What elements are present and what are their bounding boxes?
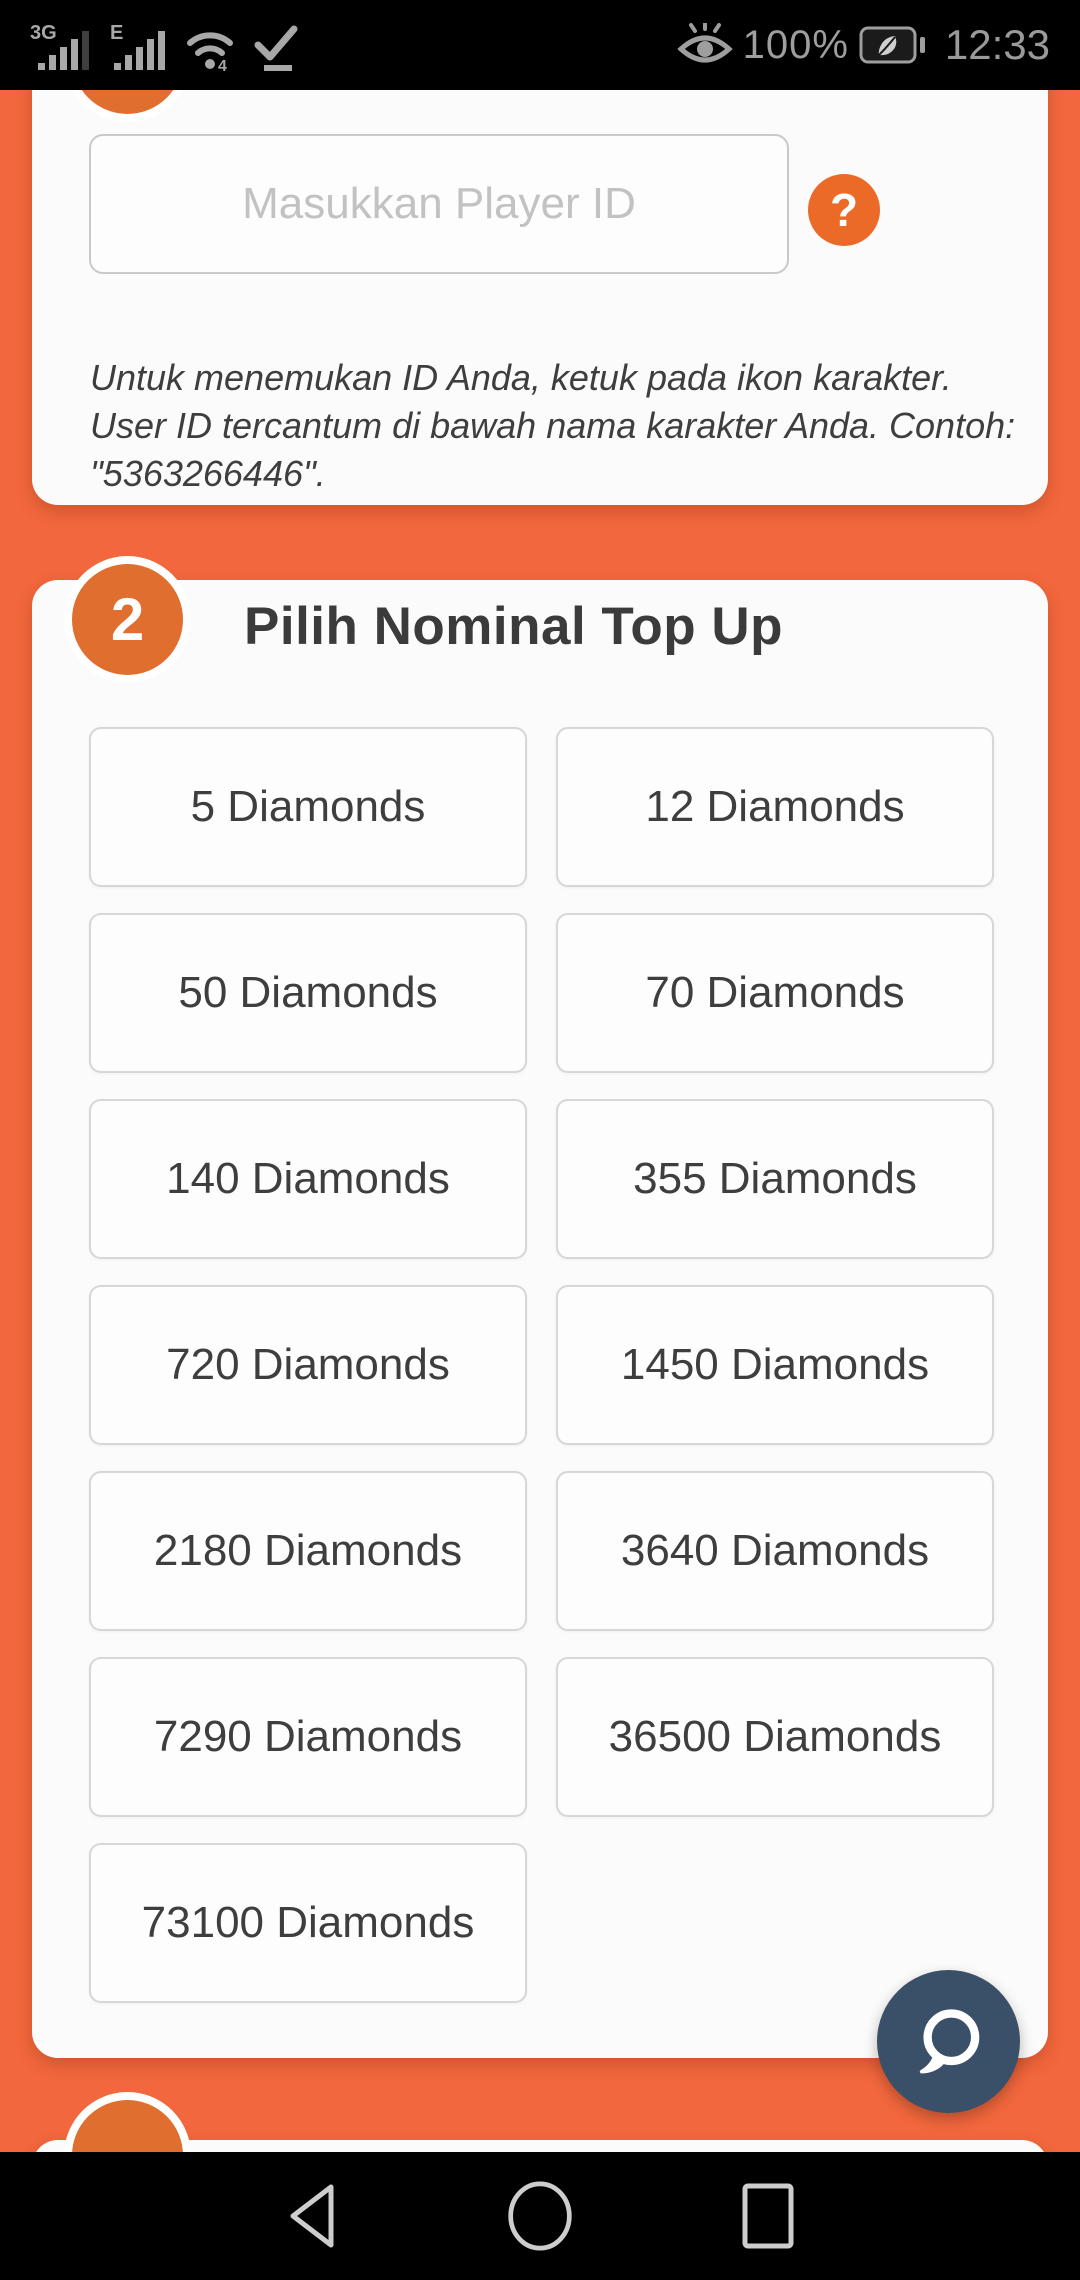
status-bar: 3G E 4 bbox=[0, 0, 1080, 90]
nominal-option-button[interactable]: 50 Diamonds bbox=[89, 913, 527, 1073]
nominal-option-button[interactable]: 7290 Diamonds bbox=[89, 1657, 527, 1817]
help-button[interactable]: ? bbox=[808, 174, 880, 246]
nominal-option-button[interactable]: 73100 Diamonds bbox=[89, 1843, 527, 2003]
battery-percent-label: 100% bbox=[742, 22, 849, 67]
signal-3g-icon: 3G bbox=[30, 22, 89, 70]
back-triangle-icon bbox=[290, 2184, 334, 2248]
chat-bubble-icon bbox=[919, 2008, 979, 2073]
nominal-option-button[interactable]: 140 Diamonds bbox=[89, 1099, 527, 1259]
status-right-icons: 100% 12:33 bbox=[676, 21, 1050, 69]
eye-comfort-icon bbox=[676, 23, 733, 63]
nominal-option-button[interactable]: 2180 Diamonds bbox=[89, 1471, 527, 1631]
nominal-option-button[interactable]: 36500 Diamonds bbox=[556, 1657, 994, 1817]
nav-recents-button[interactable] bbox=[733, 2177, 803, 2255]
nominal-option-button[interactable]: 3640 Diamonds bbox=[556, 1471, 994, 1631]
nominal-option-button[interactable]: 720 Diamonds bbox=[89, 1285, 527, 1445]
home-circle-icon bbox=[508, 2181, 572, 2251]
nominal-option-button[interactable]: 5 Diamonds bbox=[89, 727, 527, 887]
step-2-number: 2 bbox=[72, 564, 183, 675]
nominal-options-grid: 5 Diamonds 12 Diamonds 50 Diamonds 70 Diamo… bbox=[89, 727, 994, 2003]
recents-square-icon bbox=[742, 2183, 794, 2249]
signal-e-icon: E bbox=[110, 22, 165, 70]
nominal-card-title: Pilih Nominal Top Up bbox=[244, 597, 783, 656]
android-nav-bar bbox=[0, 2152, 1080, 2280]
player-id-input[interactable] bbox=[89, 134, 789, 274]
network-type-3g: 3G bbox=[30, 22, 57, 44]
nominal-card: 2 Pilih Nominal Top Up 5 Diamonds 12 Diam… bbox=[32, 556, 1048, 2058]
status-left-icons: 3G E 4 bbox=[30, 19, 298, 71]
wifi-icon: 4 bbox=[187, 32, 233, 71]
battery-icon bbox=[859, 26, 925, 64]
nominal-option-button[interactable]: 355 Diamonds bbox=[556, 1099, 994, 1259]
nominal-option-button[interactable]: 70 Diamonds bbox=[556, 913, 994, 1073]
svg-text:4: 4 bbox=[218, 58, 227, 71]
nominal-option-button[interactable]: 1450 Diamonds bbox=[556, 1285, 994, 1445]
nominal-option-button[interactable]: 12 Diamonds bbox=[556, 727, 994, 887]
check-sync-icon bbox=[254, 25, 298, 71]
clock-label: 12:33 bbox=[944, 21, 1050, 68]
nav-back-button[interactable] bbox=[277, 2177, 347, 2255]
step-2-badge: 2 bbox=[64, 556, 191, 683]
chat-fab-button[interactable] bbox=[877, 1970, 1020, 2113]
player-id-card: ? Untuk menemukan ID Anda, ketuk pada ik… bbox=[32, 0, 1048, 505]
nav-home-button[interactable] bbox=[505, 2177, 575, 2255]
network-type-e: E bbox=[110, 22, 123, 44]
player-id-instruction: Untuk menemukan ID Anda, ketuk pada ikon… bbox=[90, 357, 1016, 494]
